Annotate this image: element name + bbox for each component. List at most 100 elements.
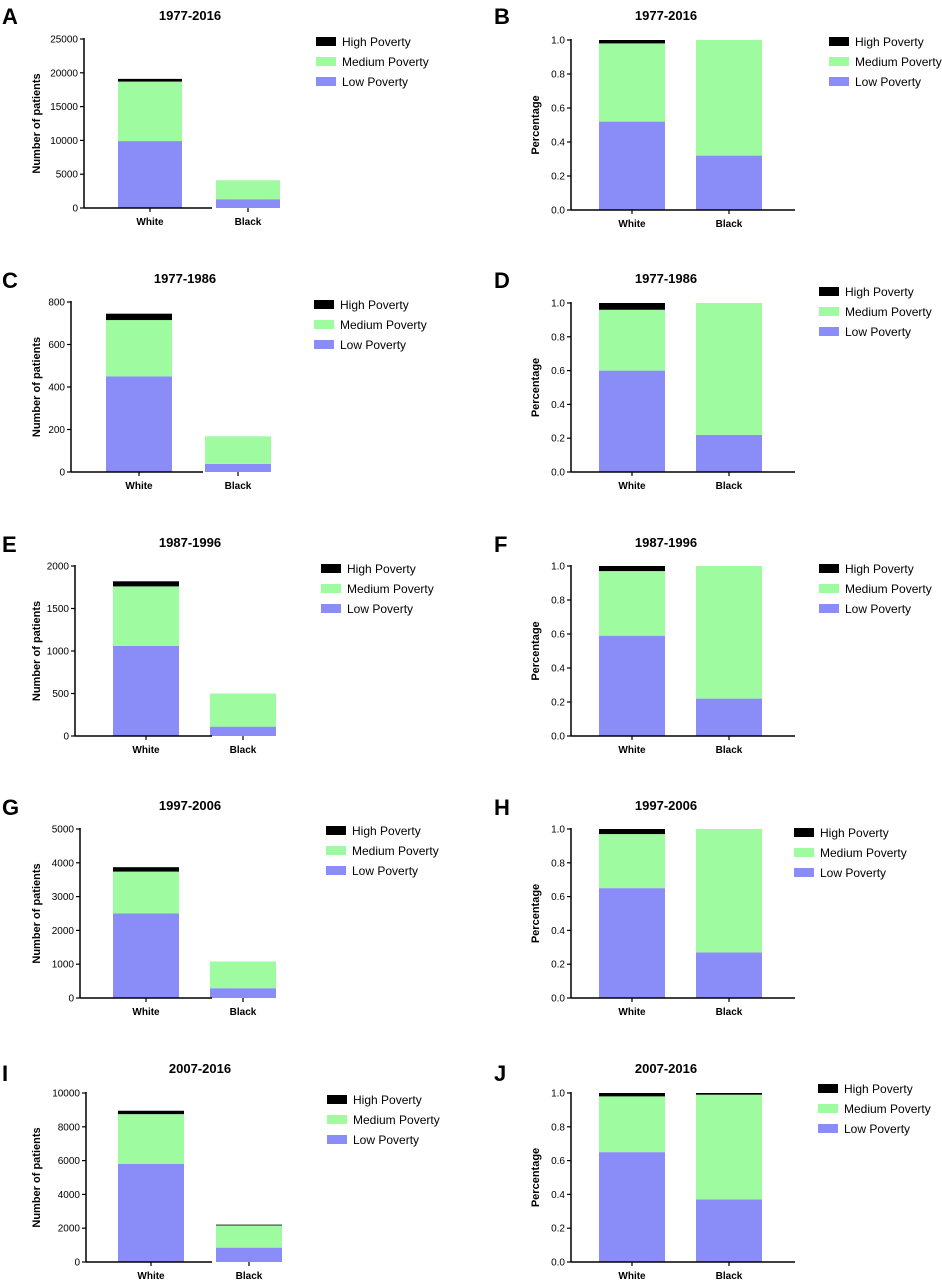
chart-h-legend-swatch-medium: [794, 848, 814, 857]
chart-i-y-tick-label: 2000: [58, 1224, 81, 1235]
chart-panel-g: G 1997-2006 White Black 0 1000 2000 3000 4000 500…: [2, 795, 439, 1018]
chart-a-bar-black-low-poverty: [216, 199, 280, 208]
chart-g-category-label-white: White: [132, 1007, 160, 1018]
chart-a-bar-white-low-poverty: [118, 141, 182, 208]
chart-f-title: 1987-1996: [635, 535, 697, 550]
chart-g-legend-label-high: High Poverty: [352, 824, 421, 838]
chart-c-panel-letter: C: [2, 268, 18, 293]
chart-b-bar-black-low-poverty: [696, 155, 762, 210]
chart-b-y-axis-label: Percentage: [530, 95, 542, 154]
chart-f-y-tick-label: 0.6: [551, 630, 565, 641]
chart-d-bar-black-medium-poverty: [696, 303, 762, 435]
chart-a-y-tick-label: 0: [72, 204, 78, 215]
chart-i-legend-swatch-medium: [327, 1115, 347, 1124]
chart-j-legend-swatch-high: [818, 1084, 838, 1093]
chart-i-title: 2007-2016: [169, 1061, 231, 1076]
chart-h-legend-swatch-high: [794, 828, 814, 837]
chart-g-y-tick-label: 3000: [52, 892, 75, 903]
chart-h-category-label-black: Black: [716, 1007, 743, 1018]
chart-d-y-tick-label: 0.8: [551, 332, 565, 343]
chart-panel-h: H 1997-2006 White Black 0.0 0.2 0.4 0.6 0.8 1.0 Pe…: [494, 795, 907, 1018]
chart-j-bar-white-low-poverty: [599, 1152, 665, 1262]
chart-d-legend-label-low: Low Poverty: [845, 325, 911, 339]
chart-e-bar-black-medium-poverty: [210, 693, 276, 727]
chart-d-category-label-white: White: [618, 481, 646, 492]
chart-c-legend-swatch-low: [314, 340, 334, 349]
chart-f-bar-black-medium-poverty: [696, 566, 762, 699]
chart-i-y-tick-label: 8000: [58, 1122, 81, 1133]
chart-h-y-tick-label: 0.2: [551, 960, 565, 971]
chart-d-legend-label-high: High Poverty: [845, 285, 914, 299]
chart-b-legend-label-high: High Poverty: [855, 35, 924, 49]
chart-i-legend-swatch-low: [327, 1135, 347, 1144]
chart-d-y-tick-label: 0.2: [551, 434, 565, 445]
chart-a-y-tick-label: 5000: [56, 170, 79, 181]
chart-e-legend-label-high: High Poverty: [347, 562, 416, 576]
chart-j-category-label-white: White: [618, 1271, 646, 1282]
chart-f-y-tick-label: 1.0: [551, 562, 565, 573]
chart-e-legend-swatch-medium: [321, 584, 341, 593]
chart-i-y-tick-label: 0: [74, 1258, 80, 1269]
chart-b-category-label-white: White: [618, 219, 646, 230]
chart-j-bar-black-medium-poverty: [696, 1094, 762, 1200]
chart-e-y-tick-label: 0: [63, 732, 69, 743]
chart-e-y-tick-label: 2000: [47, 562, 70, 573]
chart-a-y-tick-label: 10000: [50, 136, 78, 147]
chart-d-bar-white-high-poverty: [599, 303, 665, 310]
chart-b-y-tick-label: 0.6: [551, 104, 565, 115]
chart-j-legend-label-low: Low Poverty: [844, 1122, 910, 1136]
chart-d-y-tick-label: 0.4: [551, 400, 565, 411]
chart-c-bar-black-medium-poverty: [205, 436, 271, 464]
chart-c-legend-swatch-medium: [314, 320, 334, 329]
chart-i-bar-white-medium-poverty: [118, 1114, 184, 1164]
chart-h-title: 1997-2006: [635, 798, 697, 813]
chart-panel-e: E 1987-1996 White Black 0 500 1000 1500 2000 Numb…: [2, 532, 434, 756]
chart-i-bar-black-high-poverty: [216, 1224, 282, 1226]
chart-a-legend-swatch-low: [316, 77, 336, 86]
chart-h-category-label-white: White: [618, 1007, 646, 1018]
chart-d-bar-black-low-poverty: [696, 434, 762, 472]
chart-d-bar-white-medium-poverty: [599, 309, 665, 371]
chart-g-bar-white-high-poverty: [113, 867, 179, 872]
chart-j-bar-black-low-poverty: [696, 1199, 762, 1262]
chart-h-y-tick-label: 0.6: [551, 892, 565, 903]
chart-i-y-tick-label: 6000: [58, 1156, 81, 1167]
chart-d-y-tick-label: 1.0: [551, 299, 565, 310]
chart-i-legend-label-low: Low Poverty: [353, 1133, 419, 1147]
chart-j-bar-black-high-poverty: [696, 1093, 762, 1095]
chart-i-legend-swatch-high: [327, 1095, 347, 1104]
chart-f-category-label-white: White: [618, 745, 646, 756]
chart-b-y-tick-label: 0.0: [551, 206, 565, 217]
chart-f-bar-black-low-poverty: [696, 698, 762, 736]
chart-b-category-label-black: Black: [716, 219, 743, 230]
chart-c-bar-white-medium-poverty: [106, 320, 172, 377]
chart-i-y-tick-label: 4000: [58, 1190, 81, 1201]
chart-b-legend-swatch-low: [829, 77, 849, 86]
chart-g-y-tick-label: 2000: [52, 926, 75, 937]
chart-c-y-axis-label: Number of patients: [31, 337, 43, 437]
chart-i-y-tick-label: 10000: [52, 1089, 80, 1100]
chart-g-bar-white-low-poverty: [113, 913, 179, 998]
chart-a-legend-swatch-medium: [316, 57, 336, 66]
chart-c-y-tick-label: 200: [48, 425, 65, 436]
chart-g-bar-white-medium-poverty: [113, 871, 179, 914]
chart-g-bar-black-medium-poverty: [210, 961, 276, 989]
chart-b-title: 1977-2016: [635, 8, 697, 23]
chart-b-bar-white-low-poverty: [599, 121, 665, 210]
chart-j-bar-white-medium-poverty: [599, 1096, 665, 1153]
chart-f-legend-swatch-medium: [819, 584, 839, 593]
chart-j-category-label-black: Black: [716, 1271, 743, 1282]
chart-c-y-tick-label: 800: [48, 298, 65, 309]
chart-b-bar-white-medium-poverty: [599, 43, 665, 122]
chart-g-legend-swatch-low: [326, 866, 346, 875]
chart-h-bar-black-medium-poverty: [696, 829, 762, 953]
chart-b-panel-letter: B: [494, 4, 510, 29]
chart-b-bar-white-high-poverty: [599, 40, 665, 44]
chart-panel-d: D 1977-1986 White Black 0.0 0.2 0.4 0.6 0.8 1.0 Pe…: [494, 268, 932, 492]
chart-a-title: 1977-2016: [159, 8, 221, 23]
chart-f-category-label-black: Black: [716, 745, 743, 756]
chart-h-bar-white-low-poverty: [599, 888, 665, 998]
chart-e-panel-letter: E: [2, 532, 17, 557]
chart-g-y-axis-label: Number of patients: [31, 863, 43, 963]
chart-h-legend-swatch-low: [794, 868, 814, 877]
